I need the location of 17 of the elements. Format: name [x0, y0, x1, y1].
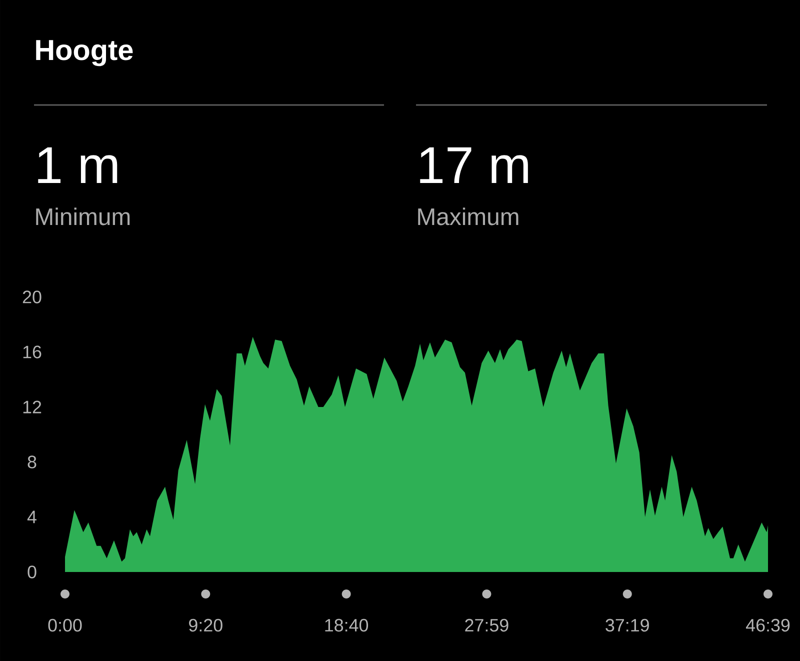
x-tick-label: 18:40 — [325, 618, 368, 632]
text: Minimum — [36, 208, 130, 226]
x-tick-label: 27:59 — [465, 618, 508, 632]
y-tick-label: 8 — [28, 456, 36, 468]
x-tick-label: 0:00 — [48, 618, 82, 632]
text: Maximum — [418, 208, 518, 226]
y-tick-label: 20 — [22, 290, 42, 304]
y-tick-label: 0 — [28, 566, 36, 578]
x-tick-label: 37:19 — [606, 618, 649, 632]
y-tick-label: 4 — [27, 510, 36, 524]
y-tick-label: 16 — [23, 346, 42, 358]
chart-title: Hoogte — [36, 40, 133, 66]
y-tick-label: 12 — [23, 400, 42, 414]
text: 17 m — [420, 147, 528, 183]
x-tick-label: 9:20 — [189, 618, 222, 632]
text: 1 m — [38, 147, 118, 183]
x-tick-label: 46:39 — [746, 618, 790, 632]
